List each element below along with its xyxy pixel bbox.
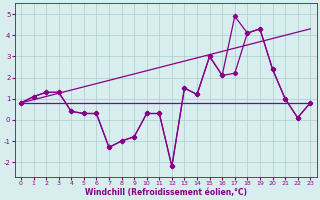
X-axis label: Windchill (Refroidissement éolien,°C): Windchill (Refroidissement éolien,°C) <box>84 188 247 197</box>
